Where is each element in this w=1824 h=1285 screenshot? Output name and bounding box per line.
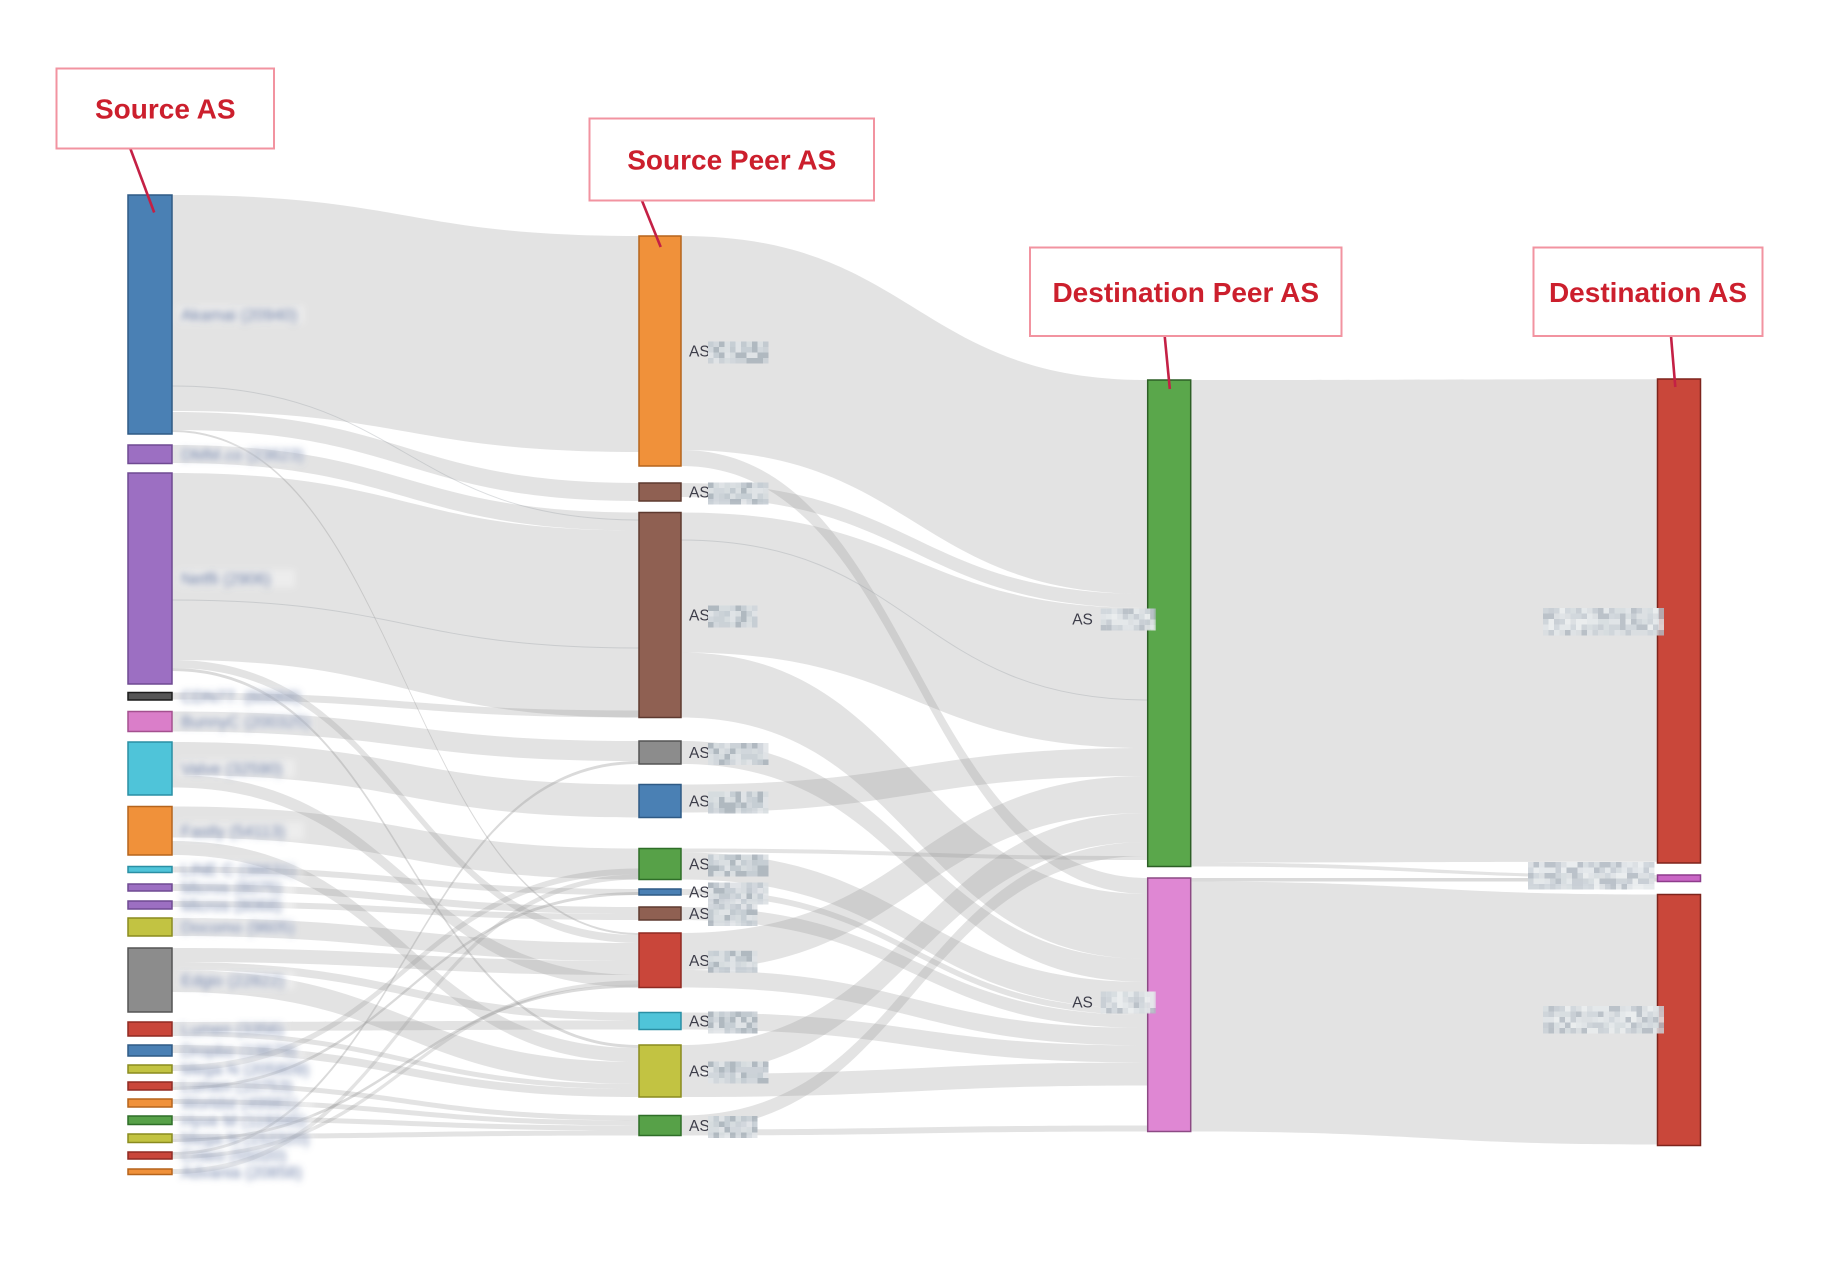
svg-text:Netfli (2906): Netfli (2906) [181,571,271,589]
svg-text:Hyve M (119345): Hyve M (119345) [181,1112,306,1130]
svg-text:Source Peer AS: Source Peer AS [627,145,836,176]
svg-text:Lumen (10753): Lumen (10753) [181,1078,293,1096]
svg-text:AS: AS [689,1064,710,1081]
svg-text:AS: AS [689,1014,710,1031]
svg-text:Criteo (55020): Criteo (55020) [181,1148,286,1166]
svg-text:Dropbo (19679): Dropbo (19679) [181,1043,297,1061]
svg-text:Edgio (22822): Edgio (22822) [181,972,285,990]
svg-text:AS: AS [689,1118,710,1135]
svg-text:AS: AS [689,344,710,361]
svg-text:AS: AS [689,485,710,502]
svg-text:Worldst (49981): Worldst (49981) [181,1095,298,1113]
svg-text:Destination Peer AS: Destination Peer AS [1052,277,1319,308]
svg-text:Mega N (205809): Mega N (205809) [181,1061,309,1079]
svg-text:AS: AS [689,885,710,902]
svg-text:LINE C (38631): LINE C (38631) [181,862,296,880]
svg-text:AS: AS [689,745,710,762]
svg-text:Docomo (9605): Docomo (9605) [181,919,295,937]
svg-text:DMM.co (23623): DMM.co (23623) [181,446,304,464]
svg-text:Akamai (20940): Akamai (20940) [181,307,297,325]
svg-text:Micros (8068): Micros (8068) [181,897,282,915]
svg-text:AS: AS [1072,995,1093,1012]
svg-text:Valve (32590): Valve (32590) [181,761,283,779]
svg-text:BunnyC (200325): BunnyC (200325) [181,714,310,732]
svg-text:AS: AS [689,906,710,923]
svg-text:Micros (8075): Micros (8075) [181,880,282,898]
svg-text:AS: AS [689,953,710,970]
svg-text:AS: AS [689,608,710,625]
svg-text:CDN77. (60068): CDN77. (60068) [181,688,301,706]
svg-text:Destination AS: Destination AS [1549,277,1747,308]
svg-text:AS: AS [689,857,710,874]
svg-text:Advania (20858): Advania (20858) [181,1164,302,1182]
svg-text:Mega N (152320): Mega N (152320) [181,1130,309,1148]
svg-text:AS: AS [1072,612,1093,629]
svg-text:Source AS: Source AS [95,94,236,125]
svg-text:Fastly (54113): Fastly (54113) [181,823,285,841]
svg-text:Lumen (3356): Lumen (3356) [181,1021,284,1039]
svg-text:AS: AS [689,794,710,811]
